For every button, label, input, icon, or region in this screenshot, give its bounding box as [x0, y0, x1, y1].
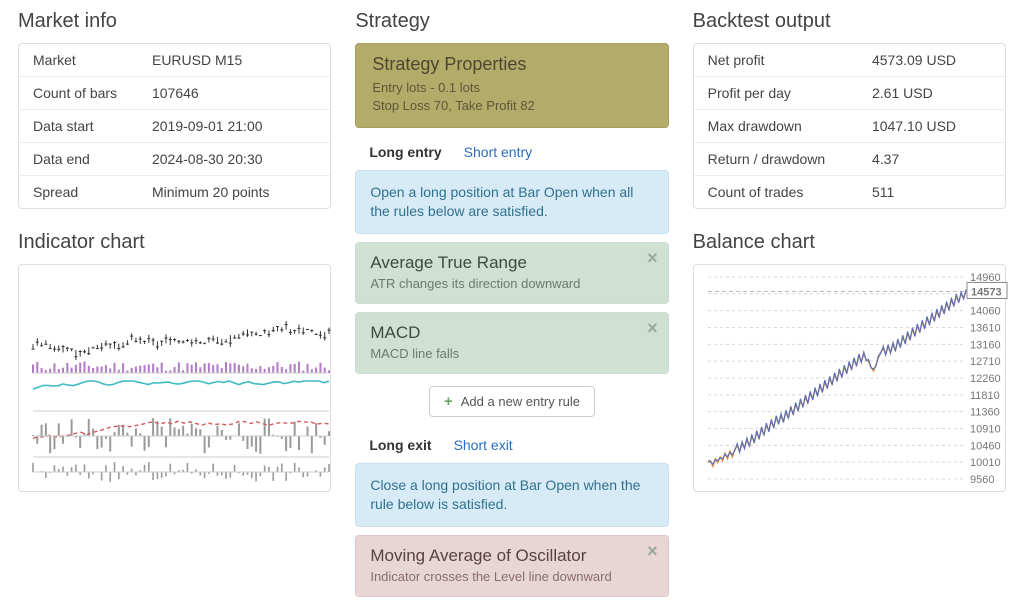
- svg-text:12260: 12260: [970, 373, 1001, 385]
- row-value: 4.37: [872, 151, 991, 167]
- svg-text:11360: 11360: [970, 407, 1000, 419]
- row-value: 2019-09-01 21:00: [152, 118, 316, 134]
- row-value: 1047.10 USD: [872, 118, 991, 134]
- market-info-title: Market info: [18, 10, 331, 33]
- row-value: Minimum 20 points: [152, 184, 316, 200]
- rule-subtitle: ATR changes its direction downward: [370, 276, 653, 291]
- row-value: 4573.09 USD: [872, 52, 991, 68]
- entry-note: Open a long position at Bar Open when al…: [355, 170, 668, 234]
- exit-note: Close a long position at Bar Open when t…: [355, 463, 668, 527]
- rule-card[interactable]: ×Average True Range ATR changes its direc…: [355, 242, 668, 304]
- svg-text:10910: 10910: [970, 424, 1001, 436]
- table-row: Max drawdown1047.10 USD: [694, 110, 1005, 143]
- close-icon[interactable]: ×: [647, 249, 658, 267]
- close-icon[interactable]: ×: [647, 542, 658, 560]
- row-key: Net profit: [708, 52, 872, 68]
- rule-card[interactable]: ×MACD MACD line falls: [355, 312, 668, 374]
- strategy-sl-tp: Stop Loss 70, Take Profit 82: [372, 97, 651, 115]
- rule-title: MACD: [370, 323, 653, 343]
- row-value: 511: [872, 184, 991, 200]
- add-entry-rule-label: Add a new entry rule: [461, 394, 580, 409]
- tab-short-exit[interactable]: Short exit: [454, 437, 513, 453]
- strategy-entry-lots: Entry lots - 0.1 lots: [372, 79, 651, 97]
- table-row: MarketEURUSD M15: [19, 44, 330, 77]
- market-info-column: Market info MarketEURUSD M15Count of bar…: [18, 10, 331, 597]
- rule-subtitle: Indicator crosses the Level line downwar…: [370, 569, 653, 584]
- row-key: Data end: [33, 151, 152, 167]
- strategy-column: Strategy Strategy Properties Entry lots …: [355, 10, 668, 597]
- row-key: Max drawdown: [708, 118, 872, 134]
- tab-short-entry[interactable]: Short entry: [464, 144, 532, 160]
- svg-text:10010: 10010: [970, 457, 1001, 469]
- table-row: SpreadMinimum 20 points: [19, 176, 330, 208]
- row-key: Market: [33, 52, 152, 68]
- tab-long-exit[interactable]: Long exit: [369, 437, 431, 453]
- svg-text:13160: 13160: [970, 339, 1001, 351]
- svg-text:13610: 13610: [970, 323, 1001, 335]
- balance-chart: 9560 10010 10460 10910 11360 11810 12260 12710 1…: [693, 264, 1006, 492]
- tab-long-entry[interactable]: Long entry: [369, 144, 441, 160]
- indicator-chart-title: Indicator chart: [18, 231, 331, 254]
- add-entry-rule-button[interactable]: + Add a new entry rule: [429, 386, 595, 417]
- row-key: Data start: [33, 118, 152, 134]
- backtest-column: Backtest output Net profit4573.09 USDPro…: [693, 10, 1006, 597]
- row-value: 2.61 USD: [872, 85, 991, 101]
- row-key: Spread: [33, 184, 152, 200]
- row-key: Count of trades: [708, 184, 872, 200]
- row-value: 107646: [152, 85, 316, 101]
- backtest-table: Net profit4573.09 USDProfit per day2.61 …: [693, 43, 1006, 209]
- exit-tabs: Long exit Short exit: [355, 421, 668, 463]
- table-row: Data end2024-08-30 20:30: [19, 143, 330, 176]
- svg-text:12710: 12710: [970, 356, 1001, 368]
- svg-text:11810: 11810: [970, 390, 1000, 402]
- svg-text:14060: 14060: [970, 306, 1001, 318]
- rule-title: Moving Average of Oscillator: [370, 546, 653, 566]
- balance-chart-title: Balance chart: [693, 231, 1006, 254]
- svg-text:9560: 9560: [970, 474, 994, 485]
- strategy-properties-card[interactable]: Strategy Properties Entry lots - 0.1 lot…: [355, 43, 668, 128]
- table-row: Data start2019-09-01 21:00: [19, 110, 330, 143]
- row-value: 2024-08-30 20:30: [152, 151, 316, 167]
- svg-text:10460: 10460: [970, 440, 1001, 452]
- table-row: Profit per day2.61 USD: [694, 77, 1005, 110]
- rule-card[interactable]: ×Moving Average of Oscillator Indicator c…: [355, 535, 668, 597]
- strategy-properties-title: Strategy Properties: [372, 54, 651, 75]
- indicator-chart: [18, 264, 331, 492]
- table-row: Return / drawdown4.37: [694, 143, 1005, 176]
- table-row: Count of trades511: [694, 176, 1005, 208]
- plus-icon: +: [444, 393, 453, 410]
- rule-subtitle: MACD line falls: [370, 346, 653, 361]
- rule-title: Average True Range: [370, 253, 653, 273]
- market-info-table: MarketEURUSD M15Count of bars107646Data …: [18, 43, 331, 209]
- row-key: Return / drawdown: [708, 151, 872, 167]
- svg-text:14573: 14573: [971, 286, 1002, 298]
- row-value: EURUSD M15: [152, 52, 316, 68]
- strategy-title: Strategy: [355, 10, 668, 33]
- row-key: Profit per day: [708, 85, 872, 101]
- close-icon[interactable]: ×: [647, 319, 658, 337]
- table-row: Count of bars107646: [19, 77, 330, 110]
- table-row: Net profit4573.09 USD: [694, 44, 1005, 77]
- row-key: Count of bars: [33, 85, 152, 101]
- backtest-title: Backtest output: [693, 10, 1006, 33]
- entry-tabs: Long entry Short entry: [355, 128, 668, 170]
